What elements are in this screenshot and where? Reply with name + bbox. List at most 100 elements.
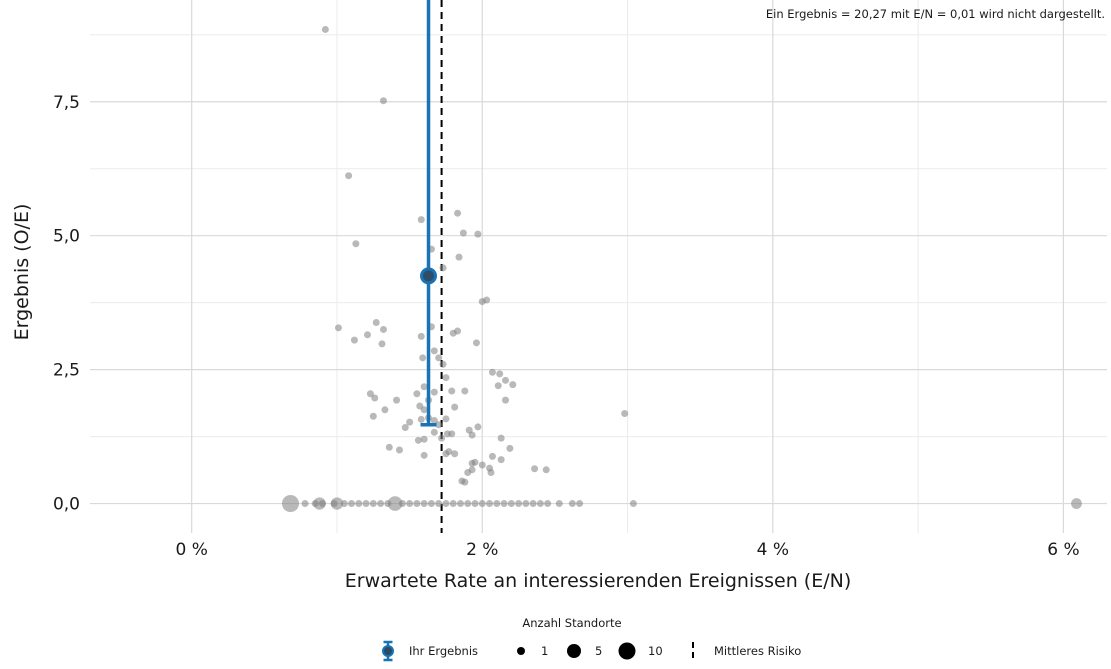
data-point bbox=[420, 451, 428, 459]
y-tick-label-2: 5,0 bbox=[53, 227, 80, 247]
data-point bbox=[487, 468, 495, 476]
data-point bbox=[472, 339, 480, 347]
data-point bbox=[496, 370, 504, 378]
note-text: Ein Ergebnis = 20,27 mit E/N = 0,01 wird… bbox=[766, 7, 1105, 21]
data-point bbox=[395, 446, 403, 454]
data-point bbox=[430, 388, 438, 396]
data-point bbox=[506, 444, 514, 452]
data-point bbox=[345, 172, 353, 180]
data-point bbox=[488, 452, 496, 460]
data-point bbox=[420, 435, 428, 443]
data-point bbox=[413, 500, 421, 508]
data-point bbox=[483, 296, 491, 304]
data-point bbox=[468, 431, 476, 439]
data-point bbox=[502, 376, 510, 384]
data-point bbox=[471, 458, 479, 466]
data-point bbox=[420, 383, 428, 391]
data-point bbox=[406, 500, 414, 508]
data-point bbox=[449, 500, 457, 508]
data-point bbox=[468, 466, 476, 474]
data-point bbox=[451, 450, 459, 458]
legend-own-result: Ihr Ergebnis bbox=[382, 640, 478, 662]
own-result-group bbox=[420, 0, 438, 427]
data-point bbox=[366, 390, 374, 398]
legend-size-label-5: 5 bbox=[595, 644, 602, 658]
data-point bbox=[371, 394, 379, 402]
data-point bbox=[451, 403, 459, 411]
data-point bbox=[439, 360, 447, 368]
data-point bbox=[439, 264, 447, 272]
data-point bbox=[413, 390, 421, 398]
data-point bbox=[379, 325, 387, 333]
data-point bbox=[474, 423, 482, 431]
x-tick-label-1: 2 % bbox=[466, 540, 498, 560]
data-point bbox=[419, 354, 427, 362]
data-point bbox=[478, 461, 486, 469]
y-tick-label-1: 2,5 bbox=[53, 361, 80, 381]
data-point bbox=[438, 434, 446, 442]
legend-mean-risk: Mittleres Risiko bbox=[692, 642, 801, 662]
data-point bbox=[621, 410, 629, 418]
data-point bbox=[417, 415, 425, 423]
data-point bbox=[629, 500, 637, 508]
data-point bbox=[448, 430, 456, 438]
data-point bbox=[494, 382, 502, 390]
data-point bbox=[486, 500, 494, 508]
data-point bbox=[393, 396, 401, 404]
data-point-large bbox=[387, 496, 403, 511]
data-point bbox=[430, 428, 438, 436]
data-point bbox=[478, 500, 486, 508]
data-point bbox=[493, 500, 501, 508]
data-point bbox=[381, 406, 389, 414]
y-axis-title: Ergebnis (O/E) bbox=[11, 204, 33, 341]
y-tick-label-3: 7,5 bbox=[53, 93, 80, 113]
legend-size-marker-5 bbox=[567, 644, 581, 658]
data-point bbox=[488, 368, 496, 376]
tick-labels: 0 % 2 % 4 % 6 % 0,0 2,5 5,0 7,5 bbox=[53, 93, 1080, 560]
data-point bbox=[435, 354, 443, 362]
data-point bbox=[536, 500, 544, 508]
data-point bbox=[430, 347, 438, 355]
x-tick-label-3: 6 % bbox=[1047, 540, 1079, 560]
data-point bbox=[435, 500, 443, 508]
data-point bbox=[500, 500, 508, 508]
data-point bbox=[417, 332, 425, 340]
legend-size-entries: 1 5 10 bbox=[517, 642, 663, 660]
data-point bbox=[442, 374, 450, 382]
data-point bbox=[576, 500, 584, 508]
data-point bbox=[442, 500, 450, 508]
data-point bbox=[348, 500, 356, 508]
data-point bbox=[420, 500, 428, 508]
data-point bbox=[377, 500, 385, 508]
data-point bbox=[497, 434, 505, 442]
data-point-large bbox=[330, 497, 344, 510]
data-point bbox=[334, 324, 342, 332]
data-point bbox=[445, 448, 453, 456]
data-point bbox=[435, 421, 443, 429]
legend-size-label-1: 1 bbox=[541, 644, 548, 658]
data-point bbox=[522, 500, 530, 508]
data-point bbox=[321, 25, 329, 33]
data-point bbox=[474, 230, 482, 238]
data-point bbox=[442, 415, 450, 423]
data-point bbox=[544, 500, 552, 508]
data-point bbox=[352, 240, 360, 248]
data-point bbox=[461, 478, 469, 486]
data-point bbox=[301, 500, 309, 508]
x-axis-title: Erwartete Rate an interessierenden Ereig… bbox=[345, 570, 852, 592]
data-point bbox=[369, 500, 377, 508]
data-point-large bbox=[1071, 498, 1082, 509]
data-point bbox=[502, 396, 510, 404]
data-point bbox=[461, 387, 469, 395]
data-point-large bbox=[313, 497, 326, 510]
data-point bbox=[378, 340, 386, 348]
data-point bbox=[515, 500, 523, 508]
data-point bbox=[430, 417, 438, 425]
data-point bbox=[542, 466, 550, 474]
grid-lines bbox=[90, 0, 1107, 533]
legend-own-label: Ihr Ergebnis bbox=[409, 644, 478, 658]
data-point bbox=[369, 412, 377, 420]
own-result-marker bbox=[420, 267, 438, 285]
data-point bbox=[531, 465, 539, 473]
